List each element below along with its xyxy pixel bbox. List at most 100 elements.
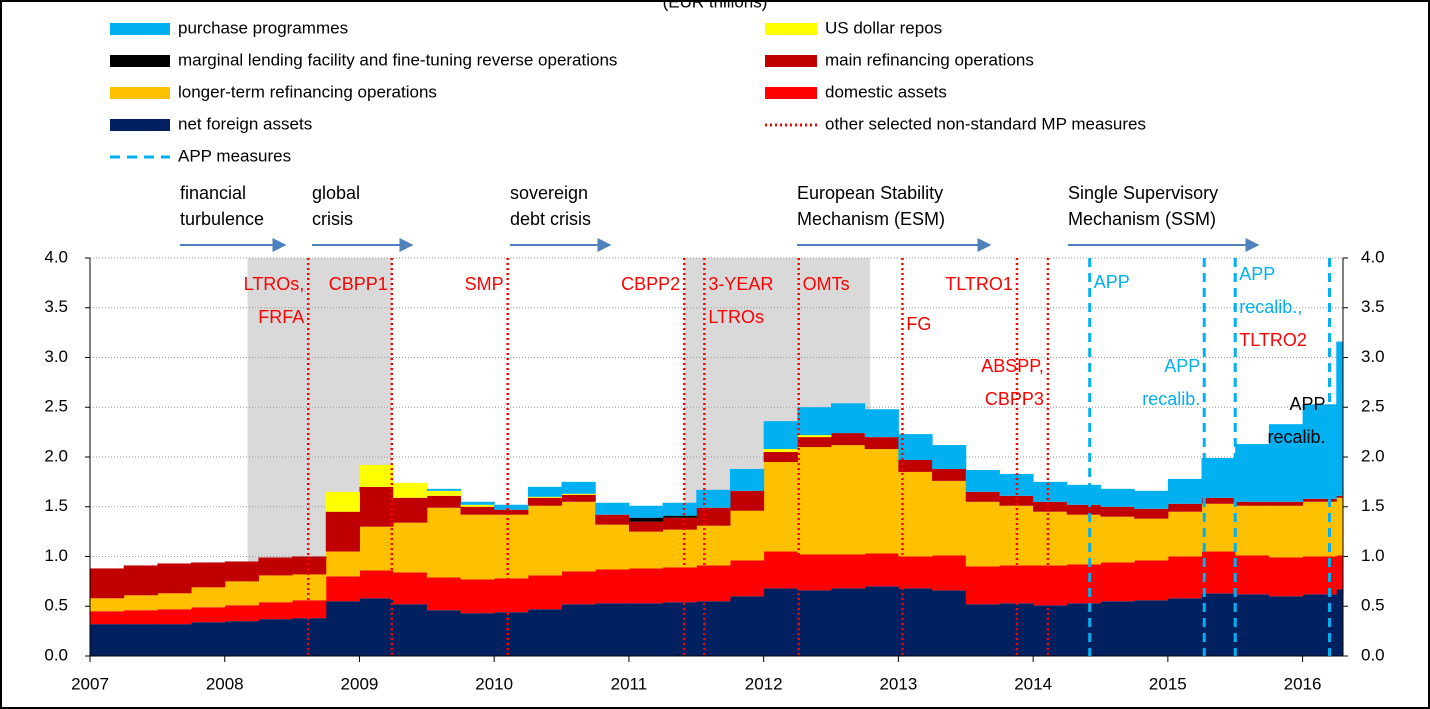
area-step [595,603,630,656]
area-step [494,504,529,510]
legend-swatch [110,87,170,99]
area-step [157,563,192,594]
area-step [662,602,697,656]
area-step [359,526,394,571]
event-label: FRFA [258,307,304,327]
area-step [1201,593,1236,656]
area-step [898,588,933,656]
area-step [1167,556,1203,599]
area-step [864,449,899,554]
area-step [1033,565,1068,606]
area-step [1100,562,1135,602]
legend-swatch [765,87,817,99]
y-tick-label: 3.5 [44,297,68,316]
area-step [123,565,158,596]
area-step [864,586,899,656]
y2-tick-label: 0.0 [1361,645,1385,664]
legend-swatch [765,55,817,67]
area-step [258,575,293,603]
area-step [123,624,158,656]
period-label: Single Supervisory [1068,183,1218,203]
event-label: recalib. [1142,389,1200,409]
legend-label: US dollar repos [825,18,942,37]
event-label: CBPP2 [621,274,680,294]
area-step [898,459,933,472]
area-step [561,604,596,656]
area-step [191,562,226,588]
area-step [1066,603,1101,656]
area-step [426,488,462,491]
area-step [965,566,1000,605]
area-step [359,464,394,487]
legend-label: longer-term refinancing operations [178,82,437,101]
area-step [965,469,1000,492]
chart-subtitle: (EUR trillions) [663,0,768,11]
area-step [729,596,765,656]
area-step [90,568,125,599]
area-step [325,601,360,656]
area-step [831,433,866,446]
area-step [1302,594,1337,656]
area-step [1336,495,1344,498]
area-step [965,491,1000,502]
area-step [561,501,596,572]
x-tick-label: 2016 [1284,674,1322,693]
x-tick-label: 2008 [206,674,244,693]
legend-label: net foreign assets [178,114,312,133]
area-step [527,575,563,610]
area-step [595,514,630,525]
area-step [393,482,428,498]
area-step [797,407,832,436]
area-step [1134,600,1169,656]
area-step [1167,511,1203,557]
area-step [258,557,293,576]
x-tick-label: 2014 [1014,674,1052,693]
area-step [1033,501,1068,512]
x-tick-label: 2010 [475,674,513,693]
area-step [763,421,798,450]
area-step [460,579,495,614]
period-label: debt crisis [510,209,591,229]
area-step [1302,404,1337,499]
y-tick-label: 1.5 [44,496,68,515]
period-label: global [312,183,360,203]
area-step [527,497,563,506]
area-step [1235,501,1270,506]
areas [90,341,1344,656]
period-label: turbulence [180,209,264,229]
area-step [662,515,697,518]
area-step [90,611,125,625]
area-step [696,507,731,526]
area-step [494,578,529,613]
area-step [157,624,192,656]
area-step [460,501,495,505]
event-label: SMP [465,274,504,294]
event-label: OMTs [803,274,850,294]
area-step [292,556,327,575]
area-step [224,621,259,656]
area-step [628,517,664,522]
area-step [1066,514,1101,565]
area-step [1100,516,1135,563]
area-step [494,509,529,515]
y-tick-label: 2.0 [44,446,68,465]
area-step [1268,557,1304,597]
area-step [1235,444,1270,502]
x-tick-label: 2011 [611,674,648,693]
area-step [426,495,462,508]
event-label: APP [1289,394,1325,414]
area-step [393,522,428,573]
area-step [258,602,293,620]
event-label: CBPP3 [985,389,1044,409]
area-step [460,613,495,656]
period-label: European Stability [797,183,943,203]
area-step [628,568,664,604]
area-step [1134,560,1169,601]
area-step [696,489,731,508]
y2-tick-label: 0.5 [1361,596,1385,615]
area-step [1100,601,1135,656]
x-tick-label: 2015 [1149,674,1187,693]
area-step [426,577,462,611]
area-step [831,588,866,656]
area-step [965,501,1000,567]
